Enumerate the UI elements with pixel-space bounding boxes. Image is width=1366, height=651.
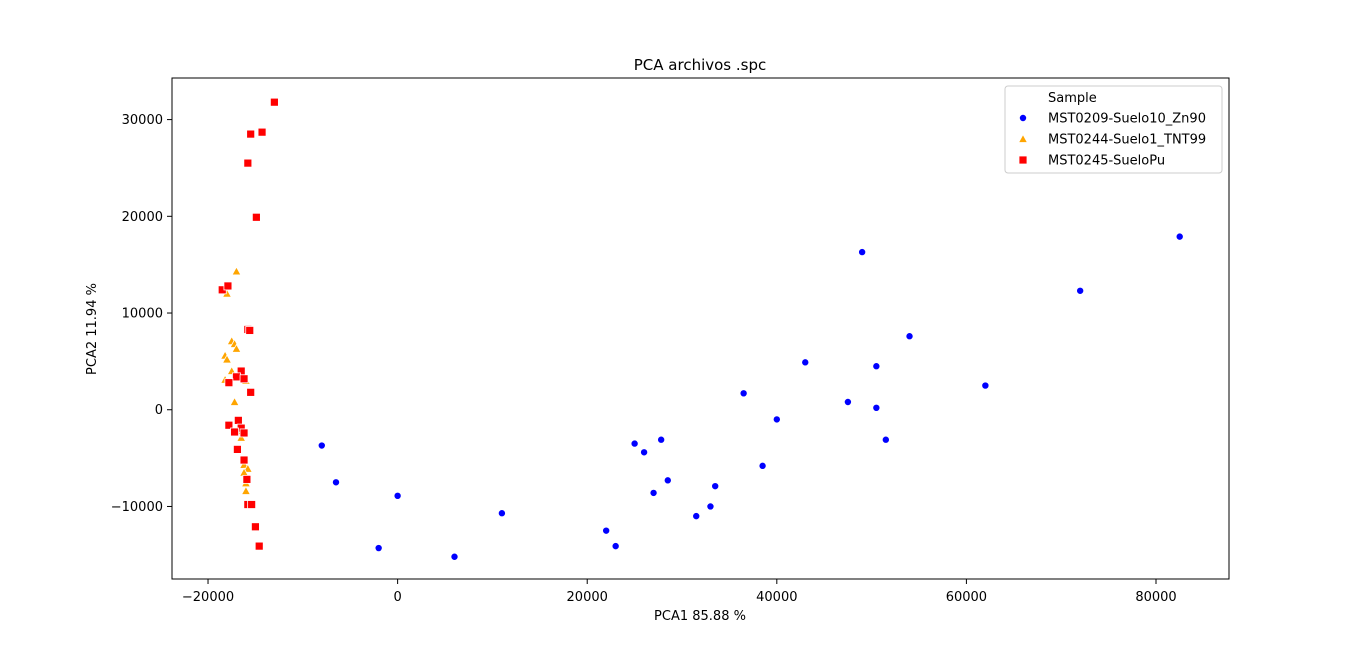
x-axis-ticks: −20000 0 20000 40000 60000 80000 [182,579,1177,605]
data-point [246,387,256,397]
scatter-points [217,97,1184,561]
data-point [649,488,658,497]
data-point [450,552,459,561]
data-point [872,362,881,371]
data-point [233,415,243,425]
data-point [981,381,990,390]
data-point [254,541,264,551]
x-tick-label: 0 [393,590,401,605]
data-point [243,158,253,168]
data-point [246,129,256,139]
data-point [739,389,748,398]
data-point [229,396,240,406]
data-point [905,332,914,341]
y-tick-label: 0 [155,403,163,418]
data-point [239,374,249,384]
data-point [269,97,279,107]
data-point [223,281,233,291]
data-point [221,354,233,364]
data-point [374,544,383,553]
y-tick-label: 20000 [122,210,163,225]
data-point [706,502,715,511]
legend-label: MST0245-SueloPu [1048,154,1165,169]
data-point [843,398,852,407]
x-tick-label: −20000 [182,590,234,605]
data-point [1076,286,1085,295]
y-tick-label: 30000 [122,113,163,128]
data-point [611,542,620,551]
data-point [240,485,252,495]
data-point [231,266,242,276]
data-point [251,522,260,532]
data-point [692,512,701,521]
data-point [245,326,255,335]
legend: Sample MST0209-Suelo10_Zn90 MST0244-Suelo… [1004,85,1223,174]
data-point [231,343,242,353]
legend-entry: MST0245-SueloPu [1018,154,1165,169]
data-point [239,428,249,438]
data-point [233,444,242,454]
data-point [881,435,890,444]
y-axis-title: PCA2 11.94 % [85,283,100,375]
legend-marker [1019,114,1028,123]
y-tick-label: 10000 [122,307,163,322]
data-point [232,372,241,382]
legend-label: MST0209-Suelo10_Zn90 [1048,112,1206,127]
x-tick-label: 60000 [946,590,987,605]
y-axis-ticks: −10000 0 10000 20000 30000 [111,113,172,515]
x-tick-label: 80000 [1135,590,1176,605]
data-point [257,127,267,137]
data-point [251,212,261,222]
data-point [393,491,402,500]
data-point [332,478,341,487]
legend-entry: MST0244-Suelo1_TNT99 [1017,133,1206,148]
series-3 [217,97,279,551]
legend-marker [1017,133,1029,143]
legend-marker [1018,155,1028,165]
x-axis-title: PCA1 85.88 % [654,609,746,624]
x-tick-label: 40000 [756,590,797,605]
plot-area-frame [171,77,1230,580]
legend-title: Sample [1048,91,1097,106]
data-point [758,461,767,470]
data-point [239,455,249,465]
chart-title: PCA archivos .spc [634,56,767,74]
data-point [801,358,810,367]
data-point [230,427,239,437]
data-point [1175,232,1184,241]
legend-label: MST0244-Suelo1_TNT99 [1048,133,1206,148]
data-point [497,509,506,518]
legend-entry: MST0209-Suelo10_Zn90 [1019,112,1206,127]
data-point [657,435,666,444]
y-tick-label: −10000 [111,500,163,515]
x-tick-label: 20000 [567,590,608,605]
data-point [242,474,252,484]
data-point [872,403,881,412]
data-point [317,441,326,450]
data-point [224,420,234,430]
data-point [224,378,234,388]
legend-box [1004,85,1223,174]
data-point [772,415,781,424]
data-point [602,526,611,535]
data-point [630,439,639,448]
data-point [247,500,257,509]
data-point [663,476,672,485]
data-point [858,248,867,257]
series-1 [317,232,1184,561]
data-point [711,482,720,491]
data-point [640,448,649,457]
